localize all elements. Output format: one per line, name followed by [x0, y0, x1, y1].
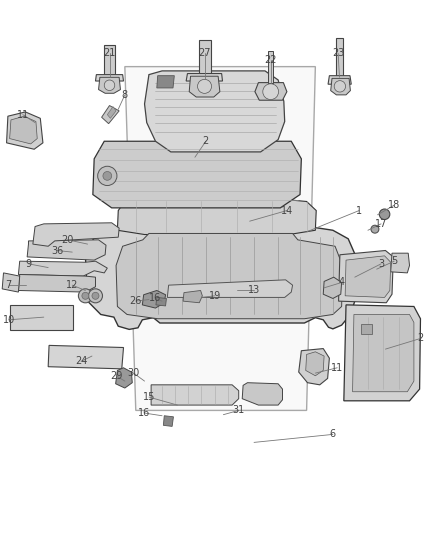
Text: 19: 19 [208, 291, 221, 301]
Circle shape [88, 289, 102, 303]
Polygon shape [163, 416, 173, 426]
Text: 5: 5 [391, 256, 397, 266]
Polygon shape [125, 67, 315, 410]
Polygon shape [99, 77, 120, 93]
Circle shape [334, 80, 346, 92]
Text: 22: 22 [265, 55, 277, 64]
Polygon shape [48, 345, 124, 369]
Text: 16: 16 [138, 408, 151, 418]
Text: 26: 26 [130, 296, 142, 306]
Polygon shape [2, 273, 20, 292]
Bar [104, 45, 115, 77]
Polygon shape [299, 349, 329, 385]
Text: 7: 7 [6, 280, 12, 290]
Circle shape [379, 209, 390, 220]
Circle shape [263, 84, 279, 100]
Polygon shape [142, 290, 166, 308]
Polygon shape [107, 107, 116, 118]
Circle shape [82, 292, 89, 300]
Polygon shape [186, 74, 223, 81]
Polygon shape [156, 297, 166, 306]
Bar [268, 51, 273, 83]
Polygon shape [18, 274, 95, 292]
Polygon shape [117, 198, 316, 235]
Polygon shape [328, 76, 351, 84]
Polygon shape [18, 261, 107, 276]
Bar [361, 324, 372, 334]
Polygon shape [255, 83, 287, 100]
Text: 2: 2 [417, 334, 424, 343]
Polygon shape [95, 75, 124, 81]
Text: 18: 18 [388, 200, 400, 210]
Text: 27: 27 [199, 49, 211, 58]
Text: 1: 1 [356, 206, 362, 215]
Polygon shape [323, 277, 342, 298]
Polygon shape [27, 240, 106, 260]
Text: 15: 15 [143, 392, 155, 402]
Text: 20: 20 [62, 235, 74, 245]
Polygon shape [344, 305, 420, 401]
Text: 9: 9 [25, 259, 32, 269]
Text: 16: 16 [149, 294, 162, 303]
Text: 10: 10 [3, 315, 15, 325]
Polygon shape [242, 383, 283, 405]
Polygon shape [353, 314, 414, 392]
Polygon shape [345, 256, 391, 297]
Circle shape [371, 225, 379, 233]
Circle shape [198, 79, 212, 93]
Bar [199, 40, 211, 77]
Polygon shape [33, 223, 119, 246]
Bar [336, 38, 343, 78]
Text: 3: 3 [378, 259, 384, 269]
Text: 14: 14 [281, 206, 293, 215]
Polygon shape [116, 233, 343, 319]
Circle shape [98, 166, 117, 185]
Text: 2: 2 [203, 136, 209, 146]
Text: 30: 30 [127, 368, 140, 378]
Polygon shape [391, 253, 410, 273]
Polygon shape [93, 141, 301, 208]
Text: 11: 11 [17, 110, 29, 119]
Polygon shape [7, 112, 43, 149]
Circle shape [92, 292, 99, 300]
Bar [10, 305, 73, 330]
Text: 13: 13 [248, 286, 260, 295]
Text: 12: 12 [66, 280, 78, 290]
Text: 11: 11 [331, 363, 343, 373]
Text: 21: 21 [103, 49, 116, 58]
Text: 29: 29 [110, 371, 122, 381]
Polygon shape [183, 290, 202, 303]
Polygon shape [167, 280, 293, 297]
Circle shape [104, 80, 115, 91]
Text: 36: 36 [51, 246, 63, 255]
Polygon shape [10, 116, 37, 144]
Polygon shape [189, 76, 220, 97]
Polygon shape [339, 251, 393, 303]
Text: 23: 23 [332, 49, 344, 58]
Text: 8: 8 [122, 90, 128, 100]
Polygon shape [102, 106, 119, 124]
Circle shape [78, 289, 92, 303]
Text: 4: 4 [339, 278, 345, 287]
Polygon shape [85, 217, 356, 329]
Polygon shape [331, 78, 350, 95]
Text: 6: 6 [330, 430, 336, 439]
Text: 24: 24 [75, 357, 87, 366]
Text: 31: 31 [233, 406, 245, 415]
Polygon shape [151, 385, 239, 405]
Polygon shape [157, 76, 174, 88]
Text: 17: 17 [375, 219, 387, 229]
Polygon shape [116, 368, 132, 388]
Polygon shape [145, 71, 285, 152]
Polygon shape [306, 352, 324, 376]
Circle shape [103, 172, 112, 180]
